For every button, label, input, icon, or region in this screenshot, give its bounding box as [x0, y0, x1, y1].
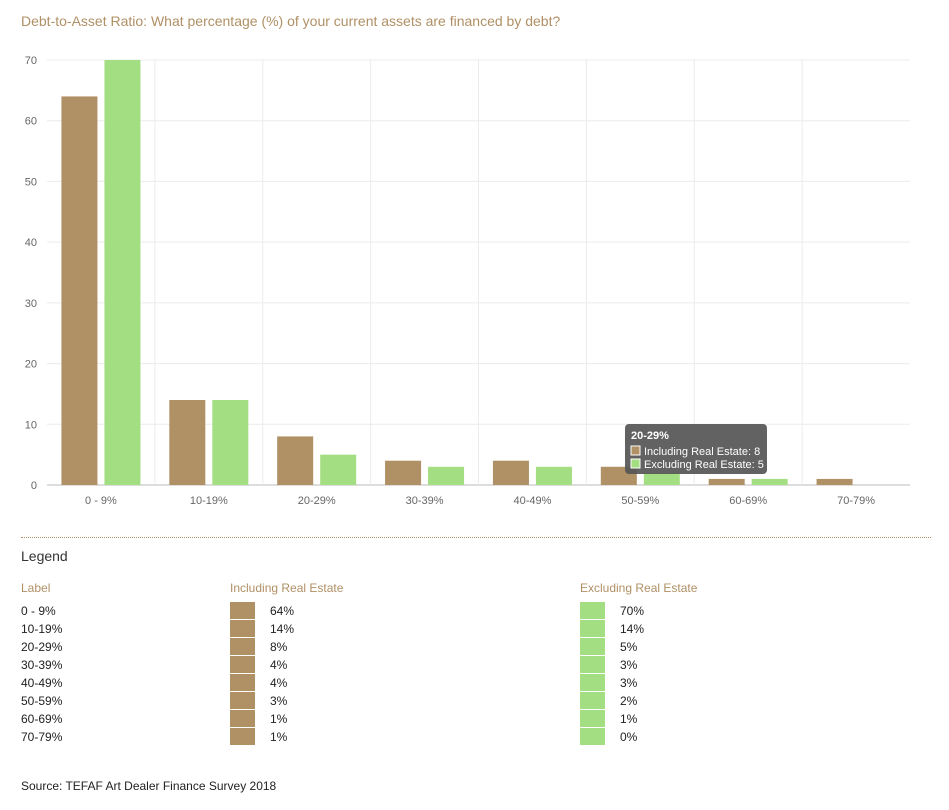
legend-row-label: 20-29%	[21, 640, 63, 654]
legend-col-including: Including Real Estate	[230, 581, 344, 595]
tooltip-swatch-including	[630, 445, 641, 456]
x-tick-label: 40-49%	[513, 495, 551, 507]
tooltip-swatch-excluding	[630, 458, 641, 469]
x-axis-ticks: 0 - 9% 10-19% 20-29% 30-39% 40-49% 50-59% 60-6…	[85, 495, 875, 507]
bar-excluding	[751, 478, 788, 485]
legend-value-excluding: 70%	[620, 604, 645, 618]
bar-excluding	[104, 60, 141, 485]
y-tick-label: 70	[25, 55, 37, 67]
y-tick-label: 50	[25, 176, 37, 188]
legend-col-excluding: Excluding Real Estate	[580, 581, 698, 595]
legend-value-including: 4%	[270, 658, 288, 672]
y-tick-label: 40	[25, 237, 37, 249]
chart-tooltip: 20-29% Including Real Estate: 8Excluding …	[625, 424, 767, 474]
legend-swatch-including	[230, 710, 255, 727]
bar-including	[385, 460, 422, 485]
bar-excluding	[212, 400, 249, 485]
legend-value-excluding: 5%	[620, 640, 638, 654]
x-tick-label: 60-69%	[729, 495, 767, 507]
legend-value-including: 8%	[270, 640, 288, 654]
x-tick-label: 20-29%	[298, 495, 336, 507]
legend-swatch-including	[230, 638, 255, 655]
legend-swatch-including	[230, 692, 255, 709]
legend-row-label: 60-69%	[21, 712, 63, 726]
x-tick-label: 0 - 9%	[85, 495, 117, 507]
y-tick-label: 60	[25, 116, 37, 128]
legend-value-including: 1%	[270, 712, 288, 726]
legend-divider	[21, 537, 931, 538]
y-tick-label: 30	[25, 298, 37, 310]
y-tick-label: 20	[25, 359, 37, 371]
y-tick-label: 0	[31, 480, 37, 492]
bar-chart: 0 10 20 30 40 50 60 70 0 - 9% 10-19% 20-29% 30-39%…	[25, 55, 910, 507]
legend-swatch-excluding	[580, 728, 605, 745]
chart-title: Debt-to-Asset Ratio: What percentage (%)…	[21, 13, 561, 29]
legend-swatch-excluding	[580, 692, 605, 709]
legend-swatch-excluding	[580, 602, 605, 619]
legend-row-label: 10-19%	[21, 622, 63, 636]
bar-including	[169, 400, 206, 485]
legend-swatch-excluding	[580, 656, 605, 673]
legend-row-label: 40-49%	[21, 676, 63, 690]
y-axis-ticks: 0 10 20 30 40 50 60 70	[25, 55, 37, 492]
bar-excluding	[320, 454, 357, 485]
legend-swatch-including	[230, 674, 255, 691]
legend-value-excluding: 14%	[620, 622, 645, 636]
gridlines	[47, 59, 910, 486]
legend-value-excluding: 0%	[620, 730, 638, 744]
legend-row-label: 70-79%	[21, 730, 63, 744]
bar-including	[708, 478, 745, 485]
legend-value-including: 3%	[270, 694, 288, 708]
tooltip-title: 20-29%	[631, 430, 669, 442]
legend-swatch-including	[230, 656, 255, 673]
x-tick-label: 30-39%	[406, 495, 444, 507]
bar-excluding	[428, 466, 465, 485]
bar-excluding	[643, 472, 680, 485]
y-tick-label: 10	[25, 419, 37, 431]
x-tick-label: 10-19%	[190, 495, 228, 507]
x-tick-label: 50-59%	[621, 495, 659, 507]
bar-including	[492, 460, 529, 485]
legend-swatch-excluding	[580, 710, 605, 727]
legend-swatch-excluding	[580, 638, 605, 655]
bar-including	[816, 478, 853, 485]
legend-col-label: Label	[21, 581, 51, 595]
legend-row-label: 30-39%	[21, 658, 63, 672]
bar-including	[277, 436, 314, 485]
legend-heading: Legend	[21, 548, 68, 564]
tooltip-line-including: Including Real Estate: 8	[644, 446, 760, 458]
legend-value-excluding: 3%	[620, 676, 638, 690]
legend-value-excluding: 3%	[620, 658, 638, 672]
x-tick-label: 70-79%	[837, 495, 875, 507]
tooltip-line-excluding: Excluding Real Estate: 5	[644, 459, 764, 471]
legend-swatch-including	[230, 728, 255, 745]
legend-value-including: 1%	[270, 730, 288, 744]
legend-swatch-excluding	[580, 674, 605, 691]
legend-value-including: 4%	[270, 676, 288, 690]
bar-excluding	[535, 466, 572, 485]
legend-value-excluding: 1%	[620, 712, 638, 726]
legend-value-including: 14%	[270, 622, 295, 636]
legend-swatch-excluding	[580, 620, 605, 637]
source-note: Source: TEFAF Art Dealer Finance Survey …	[21, 779, 277, 793]
legend-swatch-including	[230, 602, 255, 619]
bar-including	[61, 96, 98, 485]
legend-value-excluding: 2%	[620, 694, 638, 708]
tooltip-box	[625, 424, 767, 474]
bars	[61, 60, 853, 485]
legend-value-including: 64%	[270, 604, 295, 618]
legend-swatch-including	[230, 620, 255, 637]
legend-row-label: 0 - 9%	[21, 604, 56, 618]
legend-row-label: 50-59%	[21, 694, 63, 708]
